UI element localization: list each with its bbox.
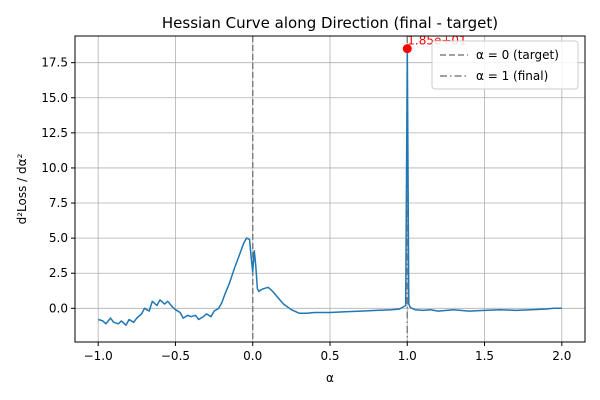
chart-title: Hessian Curve along Direction (final - t…	[162, 14, 498, 32]
y-tick-label: 10.0	[41, 161, 68, 175]
legend-box	[431, 40, 579, 90]
x-tick-label: 1.0	[398, 349, 417, 363]
x-ticks: −1.0 −0.5 0.0 0.5 1.0 1.5 2.0	[84, 342, 571, 363]
y-tick-label: 17.5	[41, 56, 68, 70]
y-tick-label: 12.5	[41, 126, 68, 140]
y-tick-label: 5.0	[49, 231, 68, 245]
x-tick-label: 2.0	[552, 349, 571, 363]
reference-lines	[251, 36, 409, 342]
y-tick-label: 0.0	[49, 301, 68, 315]
y-axis-label: d²Loss / dα²	[15, 153, 29, 224]
x-axis-label: α	[326, 371, 334, 385]
x-tick-label: 0.5	[320, 349, 339, 363]
y-tick-label: 7.5	[49, 196, 68, 210]
y-ticks: 0.0 2.5 5.0 7.5 10.0 12.5 15.0 17.5	[41, 56, 75, 315]
x-tick-label: −0.5	[161, 349, 190, 363]
y-tick-label: 15.0	[41, 91, 68, 105]
hessian-series-line	[97, 47, 562, 326]
x-tick-label: 1.5	[475, 349, 494, 363]
x-tick-label: −1.0	[84, 349, 113, 363]
series-layer	[97, 47, 562, 326]
x-tick-label: 0.0	[243, 349, 262, 363]
legend: α = 0 (target) α = 1 (final)	[431, 40, 579, 90]
legend-entry-label: α = 1 (final)	[476, 69, 548, 83]
peak-marker	[402, 44, 412, 54]
legend-entry-label: α = 0 (target)	[476, 48, 559, 62]
y-tick-label: 2.5	[49, 266, 68, 280]
